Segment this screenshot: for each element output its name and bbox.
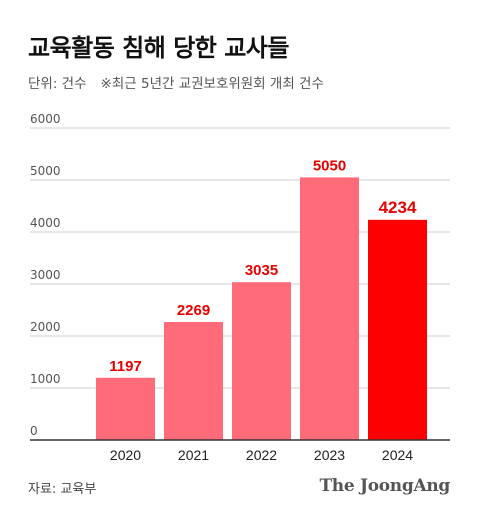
y-tick-label: 6000 <box>30 112 61 126</box>
x-tick-label: 2020 <box>110 447 141 463</box>
bar <box>96 377 155 440</box>
chart-title: 교육활동 침해 당한 교사들 <box>28 34 289 62</box>
chart-subtitle: 단위: 건수 ※최근 5년간 교권보호위원회 개최 건수 <box>28 72 324 92</box>
bar-value-label: 1197 <box>109 358 142 375</box>
y-tick-label: 3000 <box>30 268 61 282</box>
bar <box>164 322 223 440</box>
y-tick-label: 2000 <box>30 320 61 334</box>
bar-value-label: 2269 <box>177 302 210 319</box>
bar <box>300 177 359 440</box>
source-label: 자료: 교육부 <box>28 482 97 497</box>
bar <box>368 219 427 440</box>
x-tick-label: 2022 <box>246 447 277 463</box>
x-tick-label: 2021 <box>178 447 209 463</box>
x-tick-label: 2023 <box>314 447 345 463</box>
bar-value-label: 4234 <box>379 198 417 217</box>
y-tick-label: 1000 <box>30 372 61 386</box>
bar-chart: 0 1000 2000 3000 4000 5000 6000 1197 2020 2269 202… <box>30 112 450 463</box>
bar-value-label: 5050 <box>313 157 346 174</box>
y-tick-label: 0 <box>30 424 38 438</box>
brand-logo: The JoongAng <box>319 476 450 496</box>
bar <box>232 282 291 440</box>
chart-note: ※최근 5년간 교권보호위원회 개최 건수 <box>100 76 324 92</box>
bar-value-label: 3035 <box>245 262 278 279</box>
x-tick-label: 2024 <box>382 447 413 463</box>
unit-label: 단위: 건수 <box>28 76 87 92</box>
y-tick-label: 4000 <box>30 216 61 230</box>
y-tick-label: 5000 <box>30 164 61 178</box>
